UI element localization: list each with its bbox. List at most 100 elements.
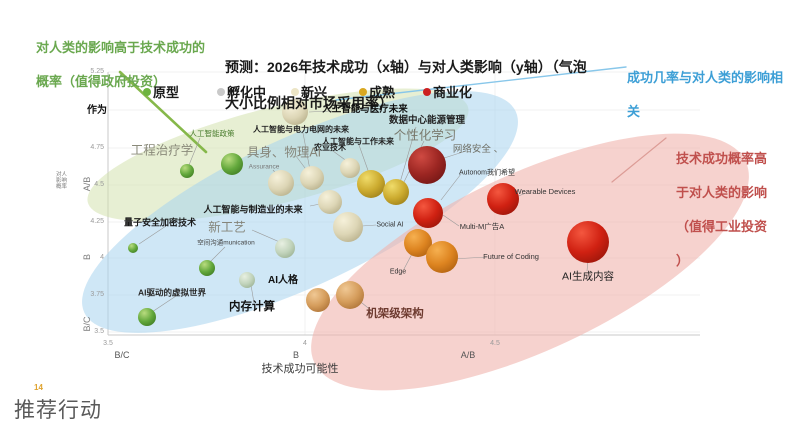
legend-dot-icon <box>143 87 151 96</box>
bubble-label: 内存计算 <box>229 300 275 313</box>
y-tick-5.25: 5.25 <box>90 68 104 75</box>
annotation-government-investment: 对人类的影响高于技术成功的 概率（值得政府投资） <box>36 22 205 107</box>
x-band-label-B/C: B/C <box>114 350 130 360</box>
bubble-人工智能与医疗未来[interactable] <box>282 99 308 125</box>
bubble-label: AI人格 <box>268 274 298 286</box>
bubble-Multi-M广告A[interactable] <box>413 198 443 228</box>
bubble-label: 网络安全 、 <box>452 144 504 156</box>
bubble-Social AI[interactable] <box>333 212 363 242</box>
x-axis-title: 技术成功可能性 <box>261 363 339 375</box>
bubble-label: AI驱动的虚拟世界 <box>137 287 207 298</box>
legend-label: 孵化中 <box>227 85 267 100</box>
legend-label: 原型 <box>153 85 180 100</box>
legend-item-原型[interactable]: 原型 <box>143 82 179 101</box>
x-band-label-B: B <box>292 350 299 360</box>
bubble-内存计算[interactable] <box>239 272 255 288</box>
bubble-Wearable Devices[interactable] <box>487 183 519 215</box>
legend-item-孵化中[interactable]: 孵化中 <box>217 82 266 101</box>
label-callout-line <box>208 246 226 264</box>
bubble-网络安全[interactable] <box>408 146 446 184</box>
label-callout-line <box>308 110 333 113</box>
bubble-数据中心能源管理[interactable] <box>383 179 409 205</box>
annotation-line: 概率（值得政府投资） <box>36 74 167 89</box>
y-tick-4.75: 4.75 <box>90 144 104 151</box>
bubble-label: Multi-M广告A <box>459 222 505 232</box>
chart-title: 预测：2026年技术成功（x轴）与对人类影响（y轴）（气泡 大小比例相对市场采用… <box>225 40 587 130</box>
label-callout-line <box>442 214 460 227</box>
bubble-量子安全加密技术[interactable] <box>128 243 138 253</box>
bubble-label: 新工艺 <box>208 220 246 235</box>
annotation-callout-lines <box>118 66 667 183</box>
x-tick-4: 4 <box>303 340 307 347</box>
legend-item-新兴[interactable]: 新兴 <box>291 82 327 101</box>
bubble-label: 人工智能与电力电网的未来 <box>253 124 349 134</box>
bubble-label: 人工智能与制造业的未来 <box>203 204 303 215</box>
legend-dot-icon <box>217 87 225 96</box>
slide-footer-title: 推荐行动 <box>14 399 102 422</box>
legend-dot-icon <box>291 87 299 96</box>
bubble-AI生成内容[interactable] <box>567 221 609 263</box>
bubble-人工智能政策[interactable] <box>180 164 194 178</box>
legend-item-成熟[interactable]: 成熟 <box>359 82 395 101</box>
label-callout-line <box>188 137 201 166</box>
annotation-line: 于对人类的影响 <box>676 185 768 200</box>
bubble-农业技术[interactable] <box>340 158 360 178</box>
legend-dot-icon <box>359 87 367 96</box>
bubble-Edge[interactable] <box>404 229 432 257</box>
bubble-label: 量子安全加密技术 <box>123 217 197 228</box>
y-tick-4.25: 4.25 <box>90 218 104 225</box>
x-tick-3.5: 3.5 <box>103 340 113 347</box>
bubble-label: Autonom我们希望 <box>458 169 516 177</box>
slide-page-number: 14 <box>34 383 43 392</box>
bubble-Future of Coding[interactable] <box>426 241 458 273</box>
label-callout-line <box>250 284 255 304</box>
legend-label: 商业化 <box>433 85 473 100</box>
bubble-Assurance[interactable] <box>268 170 294 196</box>
bubble-工程治疗学[interactable] <box>221 153 243 175</box>
label-callout-line <box>361 224 377 227</box>
legend-label: 成熟 <box>369 85 396 100</box>
quadrant-ellipse-2 <box>311 133 749 391</box>
bubble-label: 人工智能与工作未来 <box>322 136 394 146</box>
annotation-callout-line <box>335 66 627 101</box>
bubble-机架级架构[interactable] <box>336 281 364 309</box>
y-axis-title: 对人影响概率 <box>56 172 68 190</box>
bubble-label: 空间沟通munication <box>197 239 255 247</box>
annotation-line: 成功几率与对人类的影响相 <box>627 70 784 85</box>
y-act-label: 作为 <box>87 105 107 116</box>
bubble-label: Social AI <box>376 221 404 229</box>
bubble-AI驱动的虚拟世界[interactable] <box>138 308 156 326</box>
label-callout-line <box>302 132 311 171</box>
bubble-label: 个性化学习 <box>393 128 457 143</box>
bubble-label: Edge <box>389 268 407 276</box>
bubble-label: Future of Coding <box>483 252 539 262</box>
chart-title-line1: 预测：2026年技术成功（x轴）与对人类影响（y轴）（气泡 <box>225 59 587 75</box>
annotation-line: 关 <box>627 104 641 119</box>
label-callout-line <box>251 229 283 244</box>
bubble-label: Wearable Devices <box>514 187 576 197</box>
bubble-label: 具身、物理AI <box>246 145 322 160</box>
bubble-人工智能与工作未来[interactable] <box>357 170 385 198</box>
annotation-line: ） <box>676 253 690 268</box>
bubble-具身、物理AI[interactable] <box>300 166 324 190</box>
bubble-新工艺[interactable] <box>275 238 295 258</box>
annotation-callout-line <box>118 70 208 154</box>
y-band-label-B/C: B/C <box>82 316 92 332</box>
annotation-line: 技术成功概率高 <box>676 151 768 166</box>
bubble-空间沟通munication[interactable] <box>199 260 215 276</box>
legend-item-商业化[interactable]: 商业化 <box>423 82 472 101</box>
annotation-industry-investment: 技术成功概率高 于对人类的影响 （值得工业投资 ） <box>676 133 801 286</box>
bubble-label: Assurance <box>248 163 280 171</box>
bubble-label: 工程治疗学 <box>130 143 194 158</box>
bubble-label: 人工智能与医疗未来 <box>322 104 408 116</box>
y-tick-4: 4 <box>100 254 104 261</box>
x-band-label-A/B: A/B <box>460 350 476 360</box>
bubble-机架级架构[interactable] <box>306 288 330 312</box>
bubble-label: AI生成内容 <box>562 270 614 283</box>
label-callout-line <box>398 126 417 187</box>
data-bubbles <box>128 99 609 326</box>
y-tick-3.75: 3.75 <box>90 291 104 298</box>
bubble-人工智能与制造业的未来[interactable] <box>318 190 342 214</box>
